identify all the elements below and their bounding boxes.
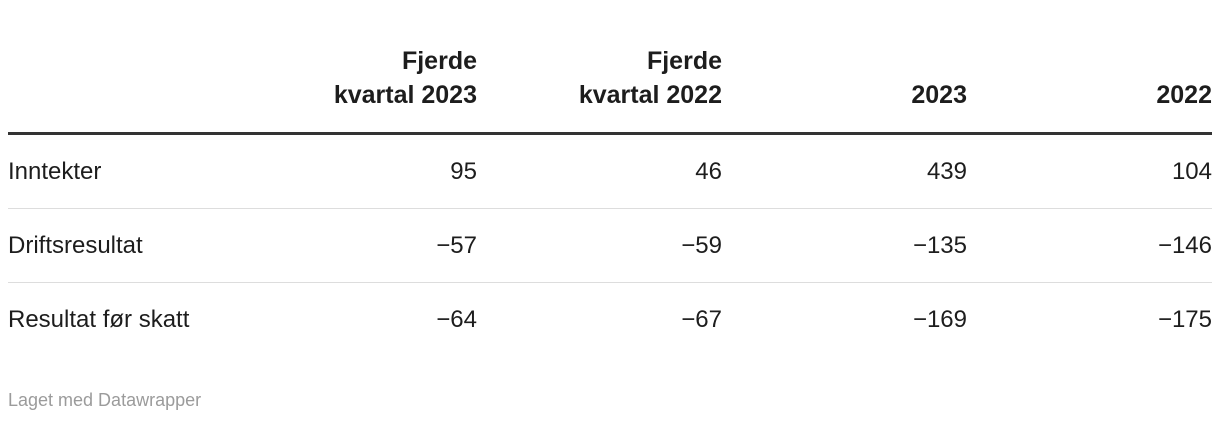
cell-value: −135 xyxy=(722,208,967,283)
column-header-line: 2022 xyxy=(1156,81,1212,109)
column-header-empty xyxy=(8,0,232,135)
cell-value: −169 xyxy=(912,306,967,333)
table-body: Inntekter 95 46 439 104 Driftsresultat −… xyxy=(8,133,1212,357)
cell-value: −59 xyxy=(477,208,722,283)
table-row: Inntekter 95 46 439 104 xyxy=(8,133,1212,209)
cell-value: 104 xyxy=(967,133,1212,209)
column-header-2023: 2023 xyxy=(722,0,967,135)
column-header-line: Fjerde xyxy=(401,47,477,75)
cell-value: −57 xyxy=(232,208,477,283)
table-row: Driftsresultat −57 −59 −135 −146 xyxy=(8,208,1212,283)
table-header: Fjerde kvartal 2023 Fjerde kvartal 2022 … xyxy=(8,0,1212,135)
row-label: Driftsresultat xyxy=(8,208,232,283)
column-header-line: kvartal 2022 xyxy=(578,81,722,109)
table-row: Resultat før skatt −64 −67 −169 −175 xyxy=(8,283,1212,357)
row-label: Resultat før skatt xyxy=(8,306,190,333)
column-header-q4-2022: Fjerde kvartal 2022 xyxy=(477,0,722,135)
cell-value: −64 xyxy=(436,306,477,333)
financial-results-table: Fjerde kvartal 2023 Fjerde kvartal 2022 … xyxy=(8,0,1212,356)
cell-value: −67 xyxy=(681,306,722,333)
cell-value: 46 xyxy=(477,133,722,209)
column-header-line: Fjerde xyxy=(646,47,722,75)
column-header-line: 2023 xyxy=(911,81,967,109)
column-header-2022: 2022 xyxy=(967,0,1212,135)
header-row: Fjerde kvartal 2023 Fjerde kvartal 2022 … xyxy=(8,0,1212,135)
cell-value: 439 xyxy=(722,133,967,209)
cell-value: −146 xyxy=(967,208,1212,283)
datawrapper-credit-link[interactable]: Laget med Datawrapper xyxy=(8,390,202,410)
row-label: Inntekter xyxy=(8,133,232,209)
cell-value: −175 xyxy=(1157,306,1212,333)
column-header-line: kvartal 2023 xyxy=(333,81,477,109)
financial-table-container: Fjerde kvartal 2023 Fjerde kvartal 2022 … xyxy=(8,0,1212,410)
column-header-q4-2023: Fjerde kvartal 2023 xyxy=(232,0,477,135)
cell-value: 95 xyxy=(232,133,477,209)
